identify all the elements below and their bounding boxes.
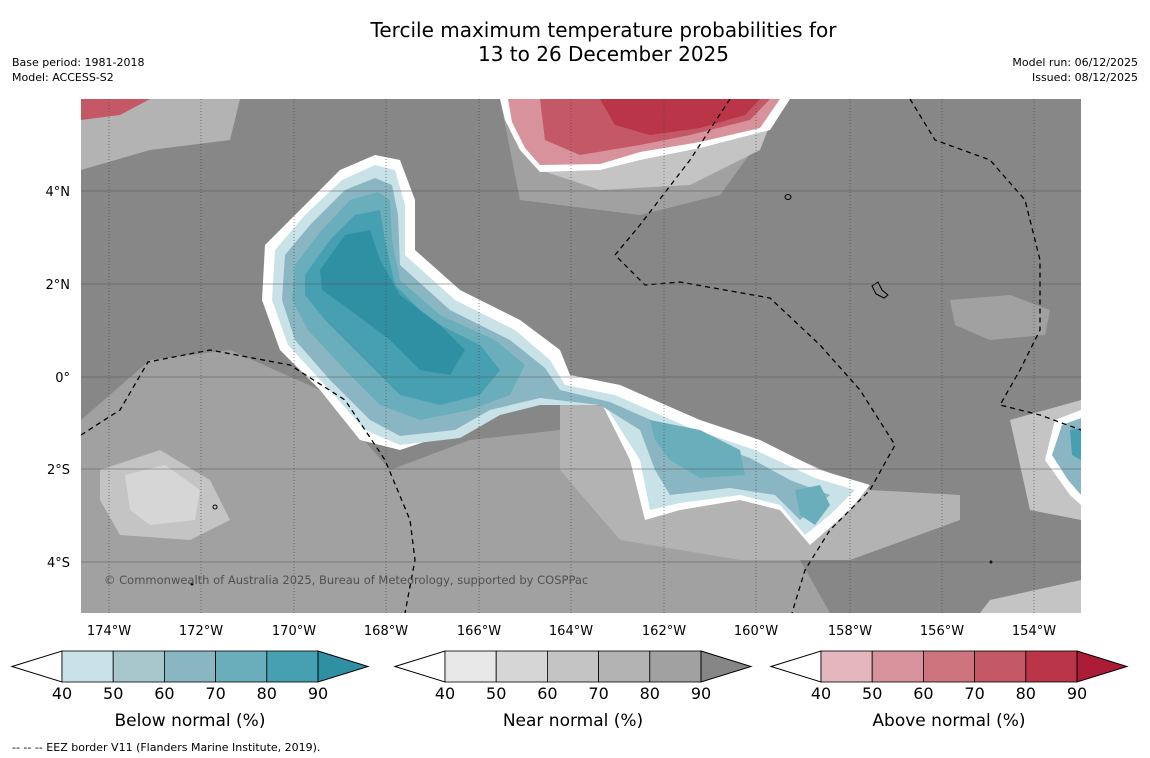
colorbar-1: 40 50 60 70 80 90 Below normal (%) (10, 650, 370, 731)
colorbar-tick: 90 (1067, 684, 1087, 703)
colorbar-tick: 40 (811, 684, 831, 703)
near-normal-east-blob (950, 295, 1050, 340)
below-normal-east-edge-core (1070, 428, 1081, 460)
island-small-3 (190, 582, 194, 586)
longitude-labels: 174°W 172°W 170°W 168°W 166°W 164°W 162°W 160°W… (87, 624, 1056, 639)
copyright-text: © Commonwealth of Australia 2025, Bureau… (104, 573, 588, 587)
eez-border-1 (81, 349, 416, 613)
colorbar-label: Above normal (%) (872, 711, 1025, 731)
below-normal-90 (320, 230, 465, 375)
lon-label: 168°W (364, 624, 408, 639)
colorbar-segment (598, 650, 651, 683)
colorbar-segment (266, 650, 319, 683)
colorbar-tick: 40 (52, 684, 72, 703)
colorbar-tick: 80 (640, 684, 660, 703)
latitude-labels: 4°N 2°N 0° 2°S 4°S (46, 185, 71, 571)
model-name: Model: ACCESS-S2 (12, 71, 114, 84)
colorbar-tick: 90 (691, 684, 711, 703)
colorbar-segment (112, 650, 165, 683)
colorbar-label: Below normal (%) (115, 711, 266, 731)
above-normal-nw-corner (81, 99, 150, 120)
lat-label: 2°N (46, 278, 71, 293)
colorbar-tick: 70 (205, 684, 225, 703)
colorbars: 40 50 60 70 80 90 Below normal (%) 40 50 60 70 80 90… (10, 650, 1129, 731)
colorbar-upper-extension (317, 650, 370, 683)
colorbar-upper-extension (1076, 650, 1129, 683)
colorbar-tick: 50 (103, 684, 123, 703)
meta-right: Model run: 06/12/2025 Issued: 08/12/2025 (1012, 55, 1138, 85)
colorbar-segment (547, 650, 600, 683)
colorbar-2: 40 50 60 70 80 90 Near normal (%) (393, 650, 753, 731)
lon-label: 174°W (87, 624, 131, 639)
colorbar-segment (163, 650, 216, 683)
lon-label: 164°W (549, 624, 593, 639)
lat-label: 2°S (47, 463, 70, 478)
near-normal-60-70-nw (81, 99, 240, 170)
colorbar-segment (1025, 650, 1078, 683)
lon-label: 160°W (734, 624, 778, 639)
colorbar-segment (61, 650, 114, 683)
lat-label: 4°S (47, 556, 70, 571)
colorbar-tick: 50 (486, 684, 506, 703)
colorbar-lower-extension (10, 650, 63, 683)
colorbar-tick: 50 (862, 684, 882, 703)
colorbar-segment (444, 650, 497, 683)
colorbar-tick: 60 (154, 684, 174, 703)
island-small-1 (784, 194, 792, 200)
lon-label: 158°W (828, 624, 872, 639)
base-period: Base period: 1981-2018 (12, 56, 145, 69)
below-normal-east-blob (650, 420, 745, 478)
colorbar-tick: 80 (257, 684, 277, 703)
colorbar-segment (923, 650, 976, 683)
colorbar-segment (215, 650, 268, 683)
chart-title: Tercile maximum temperature probabilitie… (0, 18, 1150, 66)
eez-footer: -- -- -- EEZ border V11 (Flanders Marine… (12, 741, 320, 754)
below-normal-east-spot (795, 485, 830, 525)
meta-left: Base period: 1981-2018 Model: ACCESS-S2 (12, 55, 144, 85)
colorbar-segment (974, 650, 1027, 683)
lon-label: 170°W (272, 624, 316, 639)
eez-border-3 (909, 99, 1081, 431)
near-normal-se-corner (980, 580, 1081, 613)
lat-label: 0° (55, 371, 70, 386)
island-kiribati (871, 281, 889, 299)
title-line-1: Tercile maximum temperature probabilitie… (370, 18, 837, 42)
above-normal-80-90 (600, 99, 760, 135)
lat-label: 4°N (46, 185, 71, 200)
colorbar-segment (820, 650, 873, 683)
colorbar-tick: 90 (308, 684, 328, 703)
lon-label: 156°W (920, 624, 964, 639)
map-plot-area (81, 99, 1081, 613)
colorbar-3: 40 50 60 70 80 90 Above normal (%) (769, 650, 1129, 731)
colorbar-tick: 40 (435, 684, 455, 703)
colorbar-lower-extension (769, 650, 822, 683)
colorbar-upper-extension (700, 650, 753, 683)
colorbar-lower-extension (393, 650, 446, 683)
near-normal-sw-inner (125, 465, 200, 525)
colorbar-tick: 60 (913, 684, 933, 703)
lon-label: 162°W (642, 624, 686, 639)
colorbar-tick: 70 (964, 684, 984, 703)
gridlines (81, 99, 1081, 613)
model-run: Model run: 06/12/2025 (1012, 56, 1138, 69)
lon-label: 172°W (179, 624, 223, 639)
colorbar-segment (871, 650, 924, 683)
colorbar-tick: 70 (588, 684, 608, 703)
title-line-2: 13 to 26 December 2025 (477, 42, 729, 66)
near-normal-70-80-south (81, 350, 830, 613)
colorbar-tick: 80 (1016, 684, 1036, 703)
eez-border-2 (614, 99, 896, 613)
colorbar-label: Near normal (%) (503, 711, 643, 731)
lon-label: 166°W (457, 624, 501, 639)
lon-label: 154°W (1012, 624, 1056, 639)
issued-date: Issued: 08/12/2025 (1031, 71, 1138, 84)
colorbar-segment (495, 650, 548, 683)
colorbar-segment (649, 650, 702, 683)
colorbar-tick: 60 (537, 684, 557, 703)
island-small-2 (212, 504, 218, 510)
